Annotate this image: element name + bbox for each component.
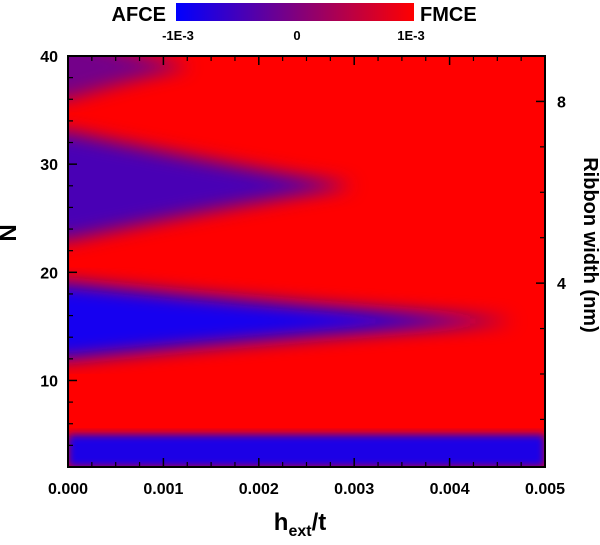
colorbar-tick-low: -1E-3 xyxy=(162,28,194,43)
colorbar-low-label: AFCE xyxy=(112,4,166,26)
y2-tick-label: 4 xyxy=(557,276,566,293)
x-tick-label: 0.001 xyxy=(143,481,183,498)
afce-region-3 xyxy=(68,131,355,240)
x-tick-label: 0.000 xyxy=(48,481,88,498)
y-tick-label: 20 xyxy=(40,265,58,282)
x-axis-title: hext/t xyxy=(274,509,326,540)
colorbar-tick-high: 1E-3 xyxy=(397,28,424,43)
y2-axis-title: Ribbon width (nm) xyxy=(579,157,600,333)
colorbar-high-label: FMCE xyxy=(420,4,477,26)
colorbar-tick-mid: 0 xyxy=(293,28,300,43)
x-tick-label: 0.004 xyxy=(430,481,470,498)
colorbar: AFCE FMCE -1E-3 0 1E-3 xyxy=(112,3,477,43)
afce-regions xyxy=(68,56,545,467)
afce-region-4 xyxy=(68,56,193,100)
axis-tick-labels: 0.000 0.001 0.002 0.003 0.004 0.005 10 20 30 40 4 8 xyxy=(40,49,566,498)
x-tick-label: 0.002 xyxy=(239,481,279,498)
x-tick-label: 0.003 xyxy=(334,481,374,498)
y-tick-label: 10 xyxy=(40,373,58,390)
afce-region-2 xyxy=(68,283,517,359)
afce-region-1 xyxy=(68,434,545,467)
heatmap-background xyxy=(68,56,545,467)
colorbar-gradient xyxy=(176,3,414,21)
y2-tick-label: 8 xyxy=(557,94,566,111)
heatmap-plot xyxy=(68,56,545,467)
y-tick-label: 30 xyxy=(40,157,58,174)
x-tick-label: 0.005 xyxy=(525,481,565,498)
y-tick-label: 40 xyxy=(40,49,58,66)
y-axis-title: N xyxy=(0,224,22,241)
axis-ticks xyxy=(67,55,546,468)
